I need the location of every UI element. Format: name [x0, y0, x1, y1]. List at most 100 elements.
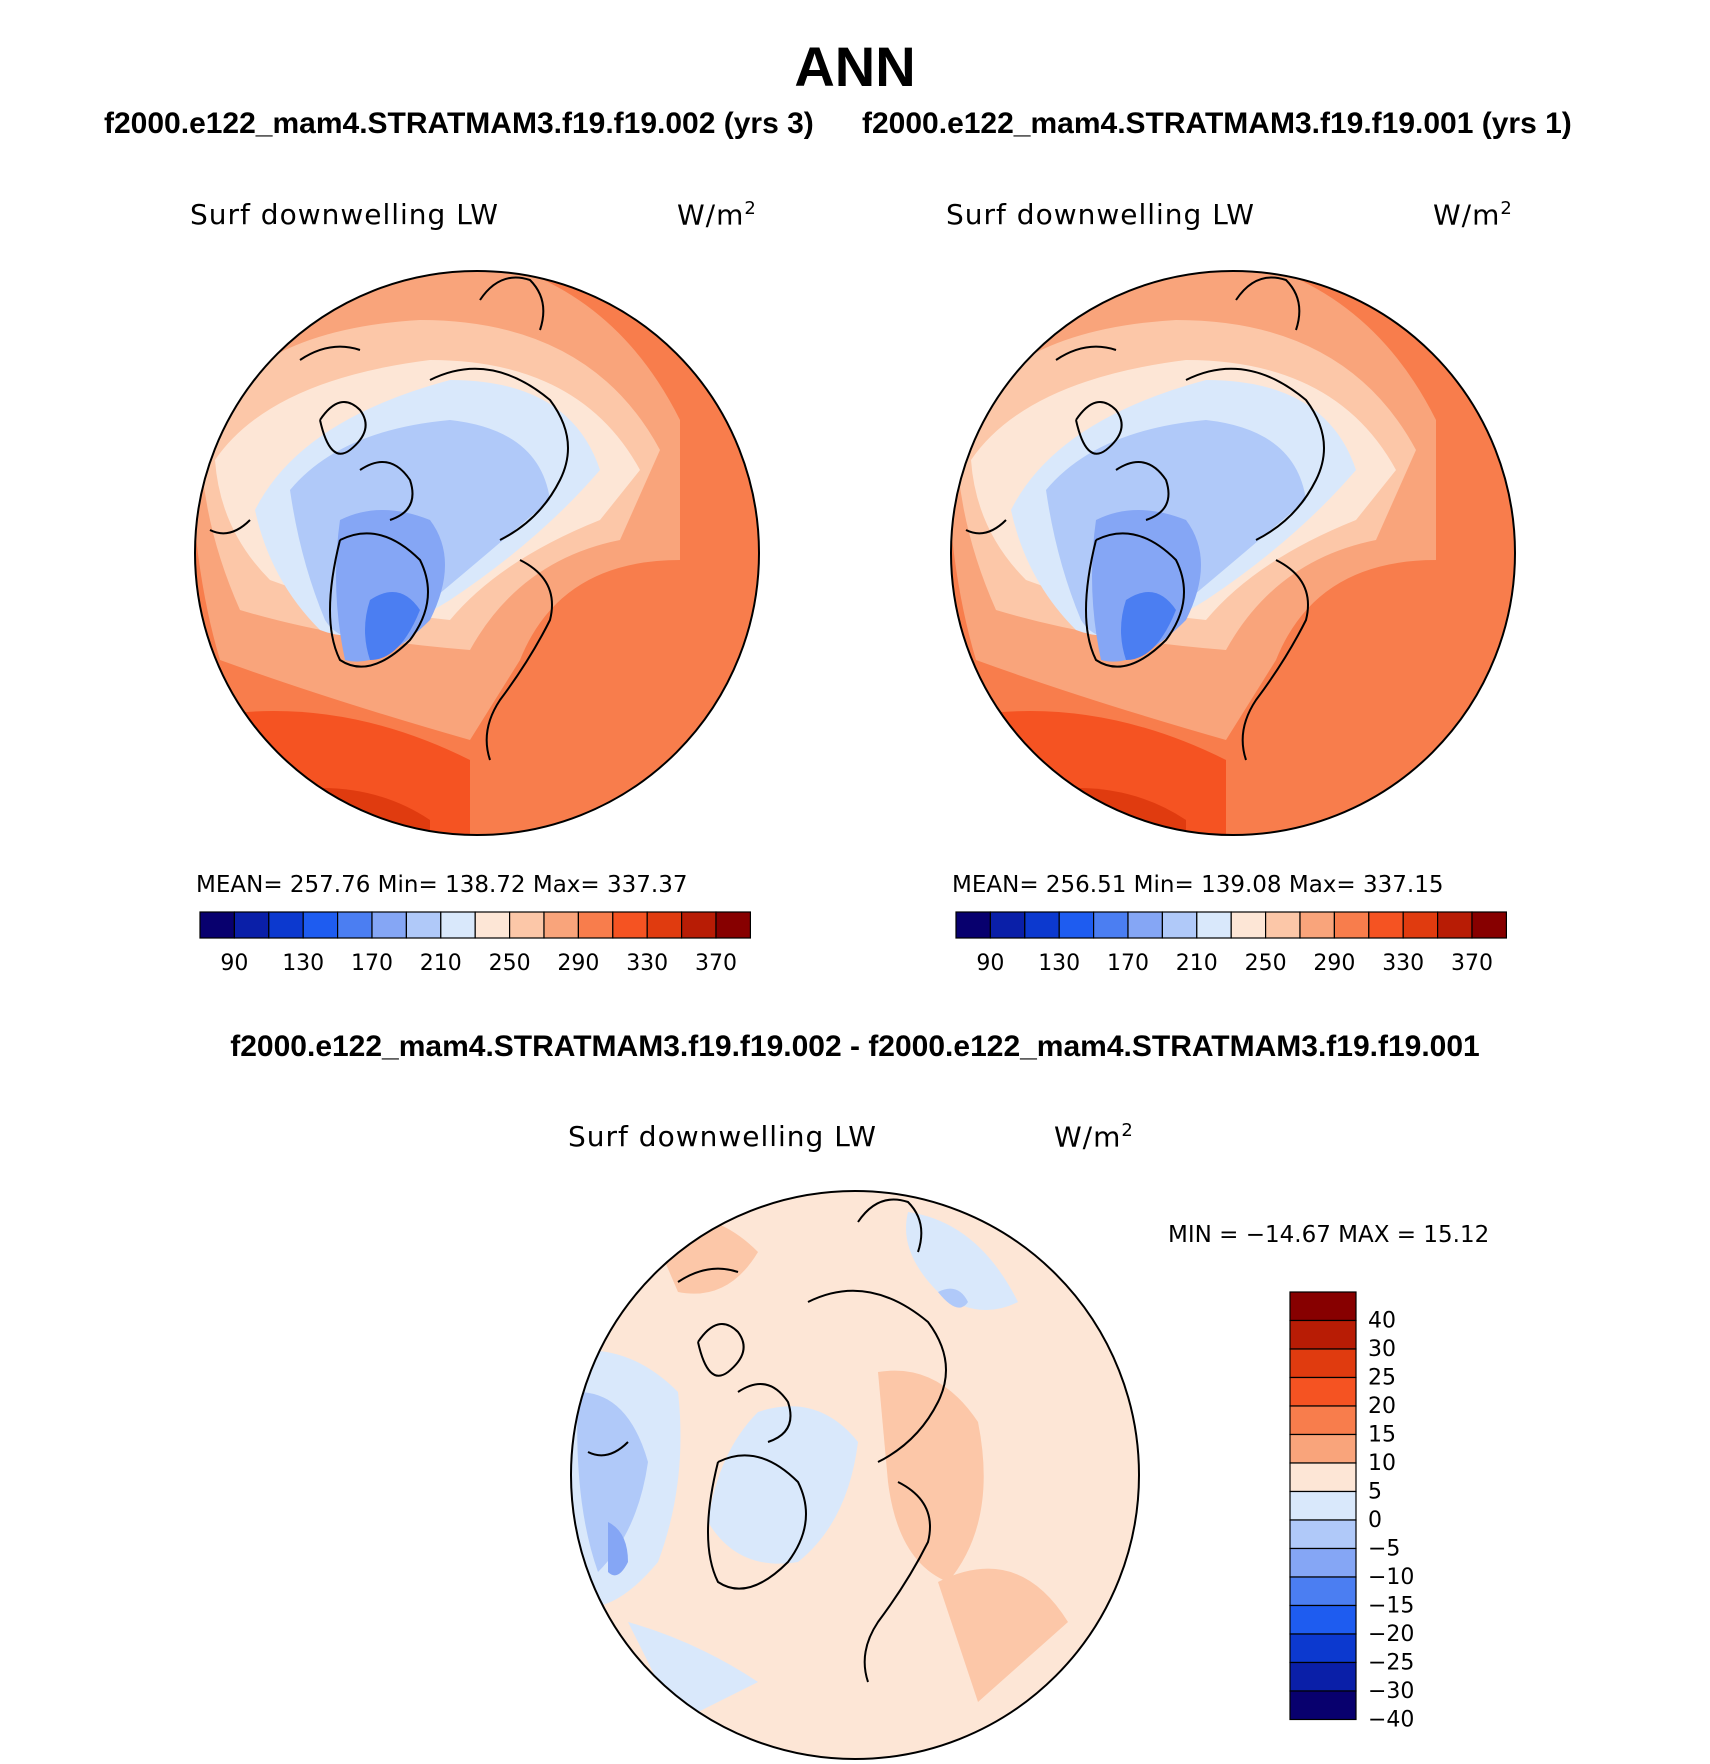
colorbar-panel-1: 90 130 170 210 250 290 330 370: [199, 911, 752, 976]
colorbar-tick-label: 90: [976, 951, 1004, 976]
colorbar-swatch: [1289, 1519, 1357, 1550]
colorbar-swatch: [1289, 1433, 1357, 1464]
colorbar-tick-label: 210: [420, 951, 462, 976]
colorbar-swatch: [1289, 1405, 1357, 1436]
colorbar-swatch: [1289, 1319, 1357, 1350]
coastline: [429, 367, 569, 541]
colorbar-swatch: [1368, 911, 1404, 939]
coastline: [737, 1383, 792, 1443]
colorbar-tick-label: 5: [1368, 1480, 1382, 1505]
colorbar-swatch: [1333, 911, 1370, 939]
colorbar-swatch: [337, 911, 373, 939]
panel3-stats: MIN = −14.67 MAX = 15.12: [1168, 1222, 1490, 1248]
colorbar-swatch: [1299, 911, 1336, 939]
coastline: [707, 1454, 807, 1590]
colorbar-swatch: [715, 911, 752, 939]
colorbar-tick-label: 250: [489, 951, 531, 976]
map-panel-3-border: [570, 1190, 1140, 1760]
colorbar-tick-label: 25: [1368, 1366, 1396, 1391]
coastline: [1241, 559, 1309, 761]
coastline: [1085, 532, 1185, 668]
region-neg-south: [628, 1622, 758, 1722]
panel1-stats: MEAN= 257.76 Min= 138.72 Max= 337.37: [196, 872, 688, 898]
coastline: [359, 461, 414, 521]
colorbar-swatch: [1289, 1547, 1357, 1578]
region-170: [1092, 510, 1201, 662]
coastline: [1235, 276, 1301, 331]
colorbar-tick-label: −5: [1368, 1537, 1400, 1562]
colorbar-swatch: [1289, 1633, 1357, 1664]
colorbar-swatch: [1289, 1490, 1357, 1521]
colorbar-tick-label: 290: [1313, 951, 1355, 976]
coastline: [587, 1441, 629, 1457]
colorbar-swatch: [612, 911, 648, 939]
coastline: [299, 345, 361, 361]
colorbar-tick-label: 130: [1038, 951, 1080, 976]
colorbar-swatch: [680, 911, 717, 939]
colorbar-swatch: [577, 911, 614, 939]
colorbar-tick-label: −20: [1368, 1622, 1414, 1647]
colorbar-swatch: [371, 911, 408, 939]
colorbar-swatch: [1289, 1376, 1357, 1407]
colorbar-swatch: [1289, 1462, 1357, 1493]
region-170: [336, 510, 445, 662]
region-neg-west-2: [577, 1392, 648, 1572]
coastline: [479, 276, 545, 331]
top-left-case-title: f2000.e122_mam4.STRATMAM3.f19.f19.002 (y…: [104, 107, 814, 140]
colorbar-tick-label: 370: [695, 951, 737, 976]
colorbar-tick-label: 330: [626, 951, 668, 976]
coastline: [485, 559, 553, 761]
colorbar-swatch: [1196, 911, 1232, 939]
colorbar-tick-label: 250: [1245, 951, 1287, 976]
colorbar-swatch: [1289, 1690, 1357, 1721]
colorbar-tick-label: 330: [1382, 951, 1424, 976]
colorbar-swatch: [1092, 911, 1129, 939]
colorbar-swatch: [1127, 911, 1164, 939]
colorbar-swatch: [1289, 1576, 1357, 1607]
colorbar-swatch: [1289, 1348, 1357, 1379]
colorbar-tick-label: 0: [1368, 1508, 1382, 1533]
region-pos-southeast: [938, 1568, 1068, 1702]
colorbar-swatch: [509, 911, 545, 939]
colorbar-swatch: [543, 911, 580, 939]
coastline: [329, 532, 429, 668]
colorbar-swatch: [1471, 911, 1508, 939]
map-panel-3: [571, 1191, 1139, 1759]
colorbar-swatch: [1230, 911, 1267, 939]
colorbar-tick-label: 210: [1176, 951, 1218, 976]
colorbar-tick-label: 170: [351, 951, 393, 976]
colorbar-swatch: [1289, 1661, 1357, 1692]
map-panel-1: [195, 200, 759, 835]
colorbar-swatch: [1161, 911, 1198, 939]
coastline: [807, 1289, 947, 1463]
panel3-variable-label: Surf downwelling LW: [568, 1120, 877, 1153]
region-150: [1121, 592, 1176, 660]
coastline: [1055, 345, 1117, 361]
colorbar-tick-label: 370: [1451, 951, 1493, 976]
colorbar-tick-label: 10: [1368, 1451, 1396, 1476]
coastline: [857, 1198, 923, 1253]
colorbar-swatch: [440, 911, 476, 939]
region-neg-northeast-2: [938, 1288, 968, 1308]
coastline: [1075, 401, 1123, 455]
region-neg-west-3: [608, 1522, 628, 1576]
map-panel-1-border: [194, 270, 760, 836]
colorbar-swatch: [405, 911, 442, 939]
colorbar-swatch: [955, 911, 992, 939]
colorbar-tick-label: −30: [1368, 1679, 1414, 1704]
colorbar-tick-label: 40: [1368, 1309, 1396, 1334]
coastline: [319, 401, 367, 455]
region-150: [365, 592, 420, 660]
colorbar-tick-label: 30: [1368, 1337, 1396, 1362]
colorbar-swatch: [1058, 911, 1095, 939]
colorbar-tick-label: −25: [1368, 1651, 1414, 1676]
panel2-variable-label: Surf downwelling LW: [946, 198, 1255, 231]
colorbar-swatch: [233, 911, 270, 939]
colorbar-difference: 40 30 25 20 15 10 5 0 −5 −10 −15 −20 −25 −30 −40: [1289, 1291, 1414, 1733]
panel1-units-label: W/m2: [677, 198, 757, 232]
colorbar-tick-label: 15: [1368, 1423, 1396, 1448]
colorbar-tick-label: 290: [557, 951, 599, 976]
region-330-north: [200, 200, 370, 271]
colorbar-swatch: [1436, 911, 1473, 939]
